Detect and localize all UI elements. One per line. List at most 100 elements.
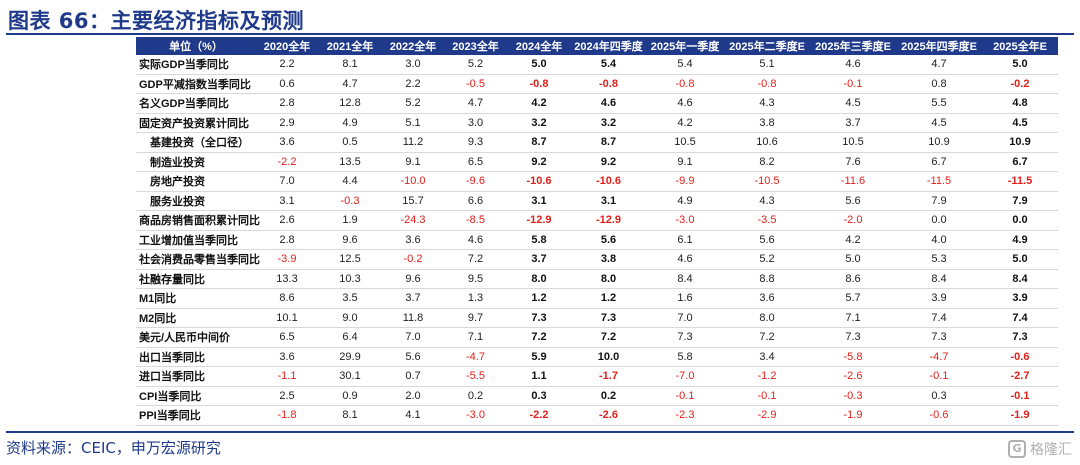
table-cell: 6.4: [318, 327, 382, 348]
table-cell: 1.2: [507, 288, 571, 309]
table-cell: 3.6: [256, 347, 318, 367]
row-label: 美元/人民币中间价: [136, 327, 256, 348]
row-label: GDP平减指数当季同比: [136, 74, 256, 94]
table-row: 美元/人民币中间价 6.5 6.4 7.0 7.1 7.2 7.2 7.3 7.2 7.3 7.3 7…: [136, 327, 1058, 348]
table-cell: 7.3: [507, 308, 571, 328]
table-cell: 2.0: [382, 386, 444, 406]
table-cell: 12.5: [318, 249, 382, 270]
table-cell: 0.5: [318, 132, 382, 153]
table-cell: -9.9: [646, 171, 724, 192]
table-cell: -10.5: [724, 171, 810, 192]
title-divider: [6, 33, 1074, 35]
table-cell: 8.1: [318, 55, 382, 75]
table-cell: 8.7: [571, 132, 646, 153]
table-cell: 9.2: [571, 152, 646, 172]
chart-title: 图表 66：主要经济指标及预测: [8, 9, 305, 33]
table-cell: 7.0: [382, 327, 444, 348]
table-cell: 3.7: [810, 113, 896, 133]
table-cell: 3.8: [571, 249, 646, 270]
table-cell: -0.6: [982, 347, 1058, 367]
table-cell: 9.7: [444, 308, 507, 328]
table-cell: 4.3: [724, 191, 810, 211]
table-cell: -1.9: [982, 405, 1058, 426]
table-cell: 10.5: [646, 132, 724, 153]
table-cell: -0.3: [318, 191, 382, 211]
table-cell: 0.9: [318, 386, 382, 406]
table-cell: 5.6: [810, 191, 896, 211]
table-cell: 9.6: [318, 230, 382, 250]
table-cell: 10.3: [318, 269, 382, 289]
row-label: 服务业投资: [136, 191, 256, 211]
table-cell: 5.6: [724, 230, 810, 250]
table-cell: 8.0: [507, 269, 571, 289]
table-cell: -12.9: [507, 210, 571, 231]
row-label: 商品房销售面积累计同比: [136, 210, 260, 231]
table-cell: 4.5: [810, 93, 896, 114]
table-cell: 7.9: [982, 191, 1058, 211]
table-cell: 4.7: [444, 93, 507, 114]
table-cell: -4.7: [896, 347, 982, 367]
table-cell: 7.3: [810, 327, 896, 348]
watermark-logo-icon: G: [1008, 440, 1026, 458]
table-cell: 4.9: [646, 191, 724, 211]
table-cell: -2.6: [571, 405, 646, 426]
header-period: 2025年四季度E: [896, 37, 982, 55]
table-cell: 5.0: [810, 249, 896, 270]
table-cell: -4.7: [444, 347, 507, 367]
table-cell: -0.5: [444, 74, 507, 94]
table-cell: 8.4: [896, 269, 982, 289]
table-cell: -2.9: [724, 405, 810, 426]
table-row: PPI当季同比 -1.8 8.1 4.1 -3.0 -2.2 -2.6 -2.3 -2.9 -1.…: [136, 405, 1058, 426]
header-period: 2023全年: [444, 37, 507, 55]
table-cell: -10.6: [571, 171, 646, 192]
table-cell: 5.1: [724, 55, 810, 75]
table-cell: 5.6: [382, 347, 444, 367]
table-cell: -1.1: [256, 366, 318, 387]
table-cell: 3.8: [724, 113, 810, 133]
table-cell: 5.8: [507, 230, 571, 250]
table-cell: -2.6: [810, 366, 896, 387]
header-period: 2025年一季度: [646, 37, 724, 55]
header-period: 2025年二季度E: [724, 37, 810, 55]
table-cell: 4.4: [318, 171, 382, 192]
row-label: M2同比: [136, 308, 256, 328]
row-label: 制造业投资: [136, 152, 256, 172]
row-label: 实际GDP当季同比: [136, 55, 256, 75]
table-cell: 5.6: [571, 230, 646, 250]
table-cell: 6.5: [256, 327, 318, 348]
table-cell: 13.3: [256, 269, 318, 289]
table-cell: -5.5: [444, 366, 507, 387]
table-cell: 4.6: [444, 230, 507, 250]
table-cell: 5.4: [571, 55, 646, 75]
table-cell: 4.7: [318, 74, 382, 94]
table-cell: -0.1: [724, 386, 810, 406]
header-period: 2024年四季度: [571, 37, 646, 55]
table-cell: -1.9: [810, 405, 896, 426]
table-row: 名义GDP当季同比 2.8 12.8 5.2 4.7 4.2 4.6 4.6 4.3 4.5 5.5…: [136, 93, 1058, 114]
table-cell: 5.0: [982, 55, 1058, 75]
table-cell: 3.1: [256, 191, 318, 211]
table-cell: 7.0: [646, 308, 724, 328]
table-row: 进口当季同比 -1.1 30.1 0.7 -5.5 1.1 -1.7 -7.0 -1.2 -2.6…: [136, 366, 1058, 387]
header-period: 2024全年: [507, 37, 571, 55]
table-cell: 3.2: [507, 113, 571, 133]
table-row: 制造业投资 -2.2 13.5 9.1 6.5 9.2 9.2 9.1 8.2 7.6 6.7 6.7: [136, 152, 1058, 172]
row-label: 社会消费品零售当季同比: [136, 249, 260, 270]
table-cell: 7.3: [982, 327, 1058, 348]
table-cell: 1.1: [507, 366, 571, 387]
table-cell: 1.9: [318, 210, 382, 231]
table-cell: 3.1: [571, 191, 646, 211]
table-cell: 0.2: [571, 386, 646, 406]
table-row: 社融存量同比 13.3 10.3 9.6 9.5 8.0 8.0 8.4 8.8 8.6 8.4 8.…: [136, 269, 1058, 289]
table-cell: 7.0: [256, 171, 318, 192]
table-cell: 7.1: [810, 308, 896, 328]
table-cell: 0.3: [507, 386, 571, 406]
table-cell: 8.7: [507, 132, 571, 153]
watermark-text: 格隆汇: [1030, 442, 1072, 458]
table-cell: -3.5: [724, 210, 810, 231]
table-cell: 7.2: [724, 327, 810, 348]
table-cell: 5.7: [810, 288, 896, 309]
header-period: 2022全年: [382, 37, 444, 55]
table-cell: 2.5: [256, 386, 318, 406]
table-cell: 5.5: [896, 93, 982, 114]
